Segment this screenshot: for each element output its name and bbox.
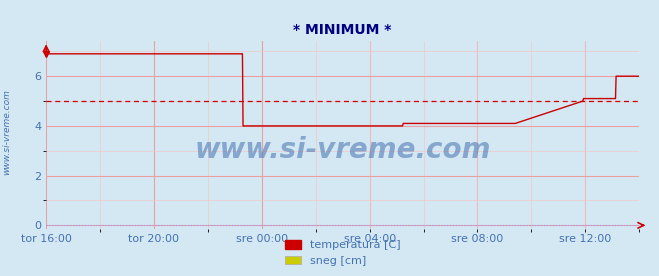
Title: * MINIMUM *: * MINIMUM * [293, 23, 392, 38]
Text: www.si-vreme.com: www.si-vreme.com [2, 89, 11, 176]
Text: www.si-vreme.com: www.si-vreme.com [194, 136, 491, 164]
Legend: temperatura [C], sneg [cm]: temperatura [C], sneg [cm] [280, 236, 405, 270]
